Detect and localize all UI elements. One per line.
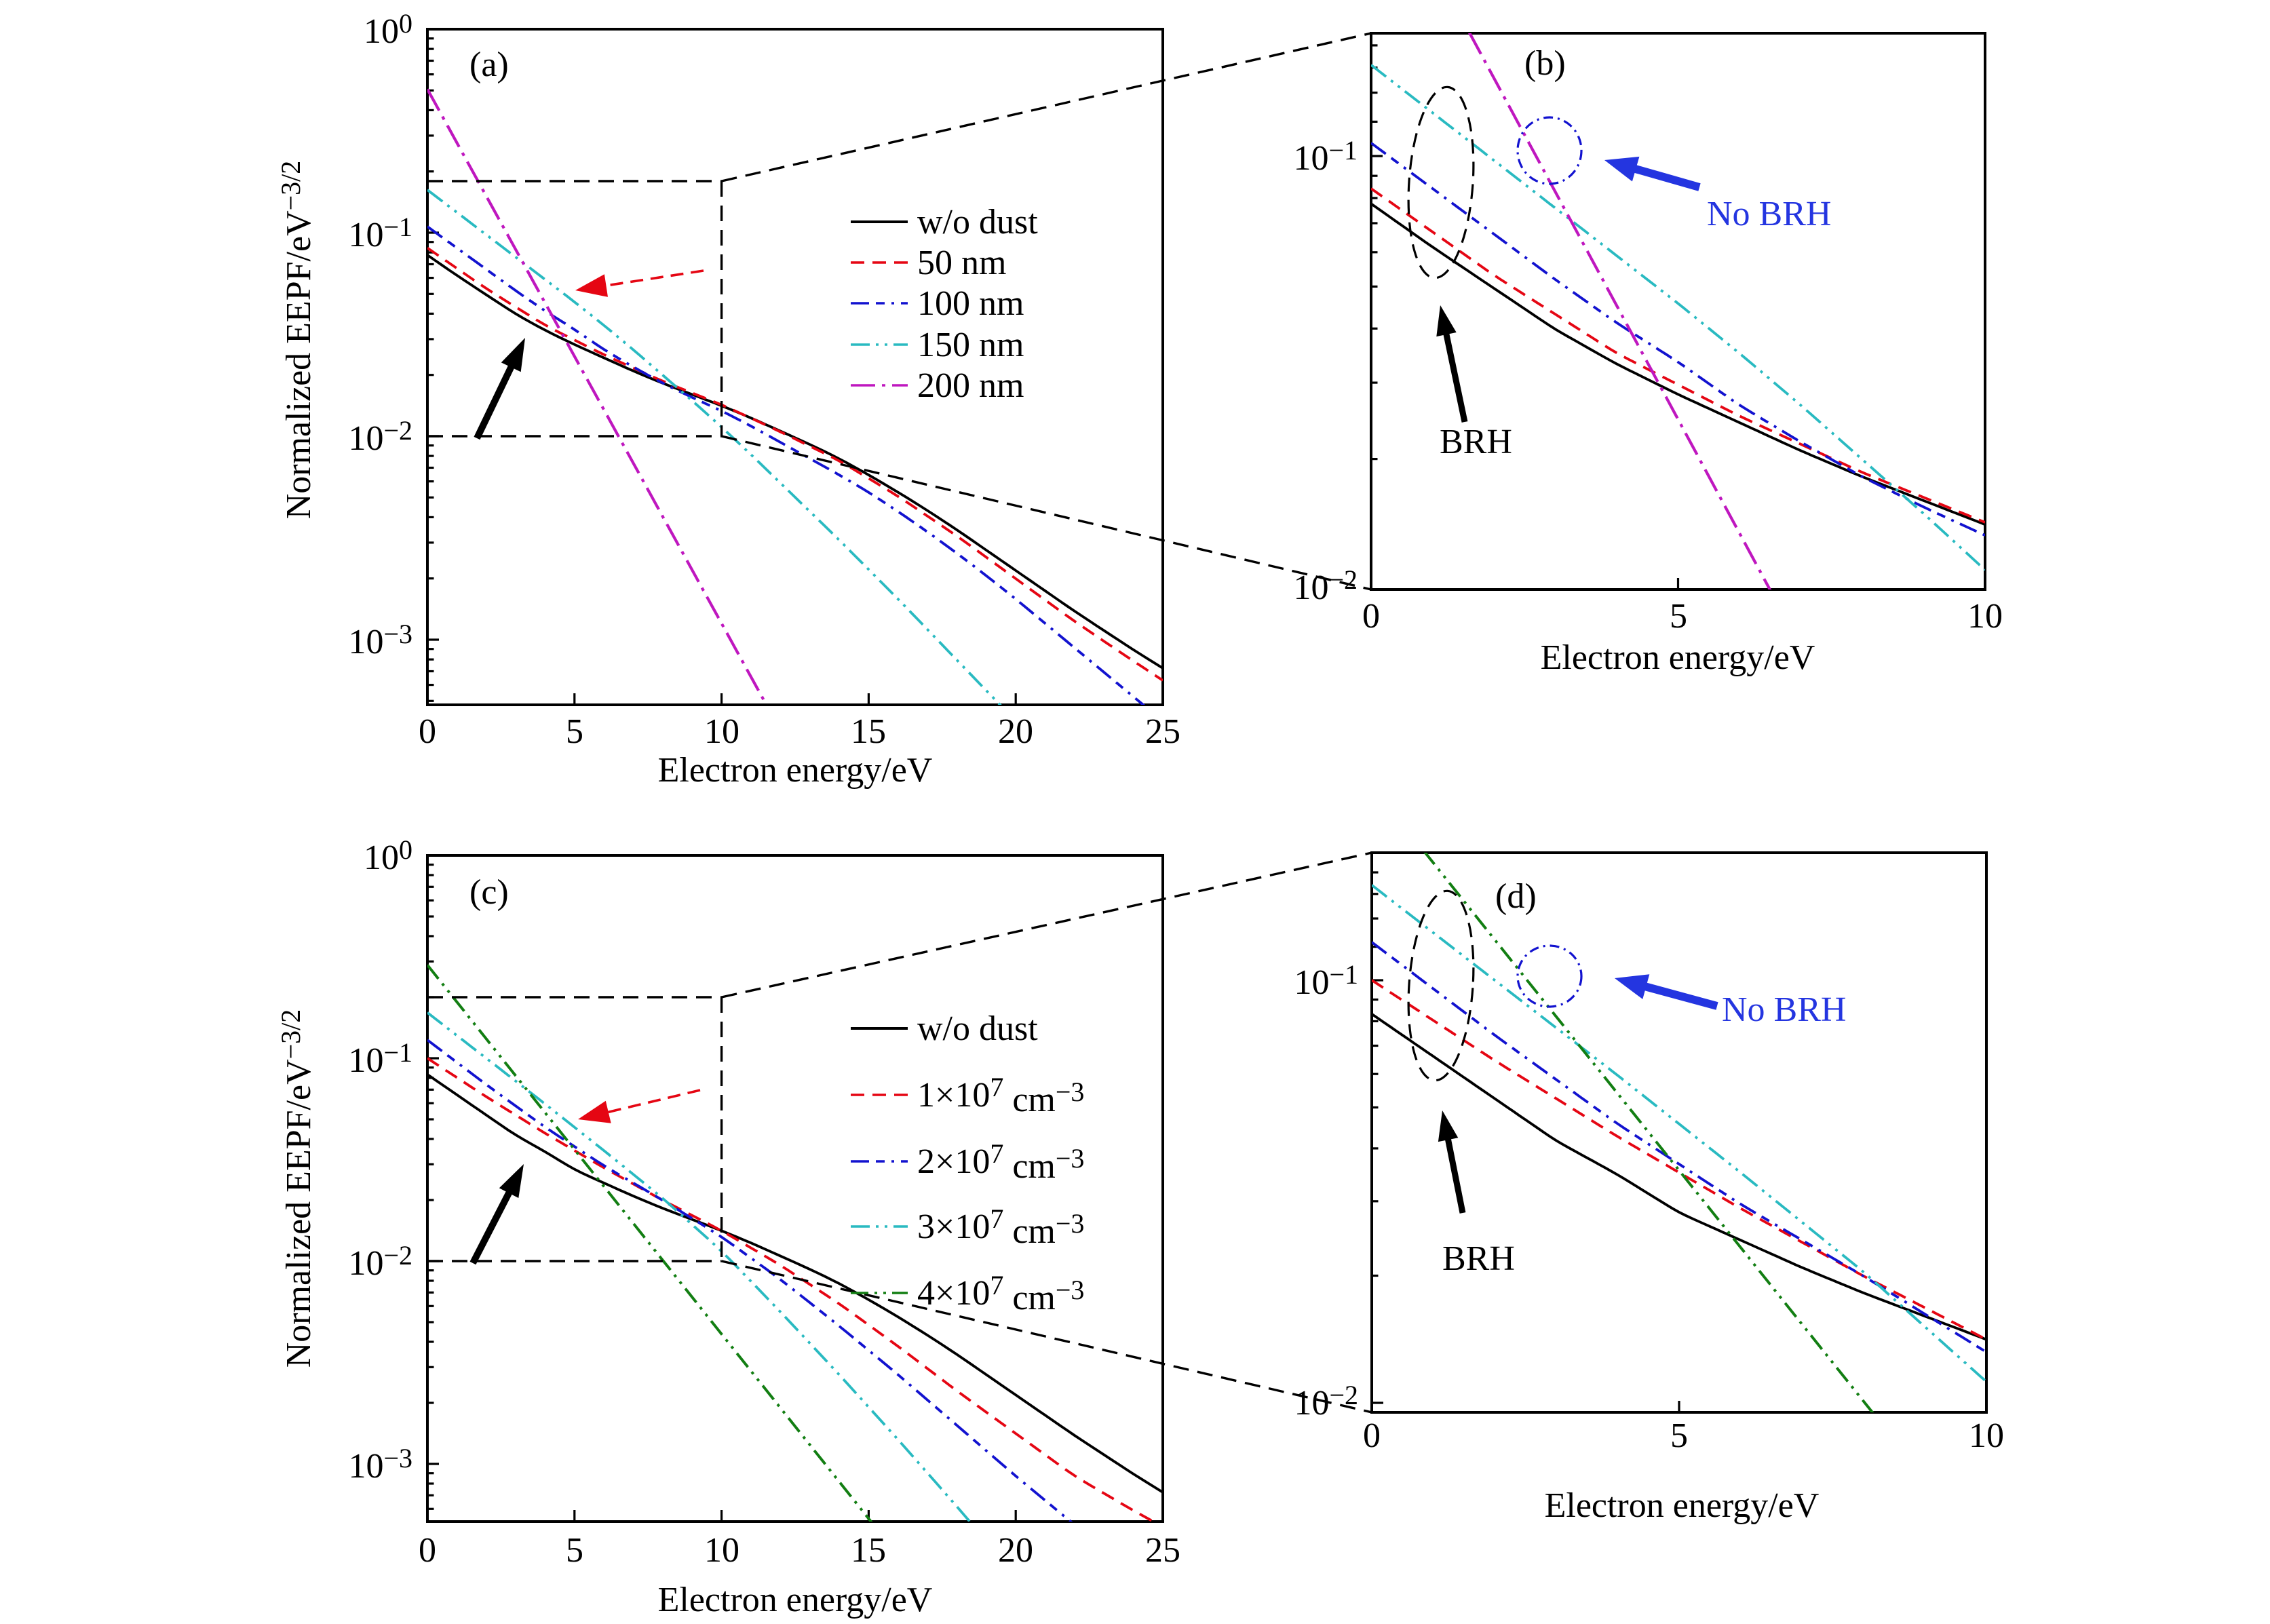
svg-text:No BRH: No BRH [1722, 990, 1846, 1029]
svg-text:Normalized EEPF/eV−3/2: Normalized EEPF/eV−3/2 [275, 161, 318, 520]
svg-text:25: 25 [1145, 1531, 1180, 1570]
svg-text:No BRH: No BRH [1707, 195, 1831, 233]
svg-text:0: 0 [1362, 597, 1380, 636]
svg-text:5: 5 [1670, 1416, 1688, 1455]
svg-text:100: 100 [364, 8, 412, 51]
svg-text:10−3: 10−3 [348, 619, 412, 661]
svg-text:BRH: BRH [1442, 1239, 1515, 1278]
svg-text:BRH: BRH [1440, 423, 1512, 461]
svg-text:100 nm: 100 nm [917, 284, 1024, 323]
svg-text:(d): (d) [1495, 877, 1537, 916]
svg-text:(c): (c) [469, 873, 509, 912]
svg-text:20: 20 [998, 1531, 1033, 1570]
svg-text:w/o dust: w/o dust [917, 203, 1038, 241]
svg-text:Electron energy/eV: Electron energy/eV [1541, 638, 1815, 677]
svg-text:15: 15 [851, 1531, 886, 1570]
svg-text:Electron energy/eV: Electron energy/eV [658, 1581, 933, 1619]
svg-text:10: 10 [1967, 597, 2003, 636]
svg-text:10−2: 10−2 [1294, 1380, 1358, 1423]
svg-text:(b): (b) [1524, 44, 1566, 83]
svg-text:200 nm: 200 nm [917, 366, 1024, 405]
svg-text:10: 10 [704, 1531, 739, 1570]
svg-text:50 nm: 50 nm [917, 244, 1006, 282]
svg-text:Electron energy/eV: Electron energy/eV [658, 751, 933, 790]
svg-text:0: 0 [419, 1531, 436, 1570]
svg-text:(a): (a) [469, 45, 509, 84]
svg-text:10−2: 10−2 [348, 1240, 412, 1283]
svg-text:5: 5 [1670, 597, 1687, 636]
svg-text:10: 10 [704, 712, 739, 751]
svg-text:w/o dust: w/o dust [917, 1009, 1038, 1048]
svg-text:5: 5 [566, 1531, 583, 1570]
svg-text:10−1: 10−1 [1293, 135, 1358, 178]
svg-text:Electron energy/eV: Electron energy/eV [1545, 1486, 1820, 1525]
svg-text:10: 10 [1969, 1416, 2004, 1455]
svg-text:15: 15 [851, 712, 886, 751]
svg-text:5: 5 [566, 712, 583, 751]
svg-text:Normalized EEPF/eV−3/2: Normalized EEPF/eV−3/2 [275, 1009, 318, 1368]
svg-text:25: 25 [1145, 712, 1180, 751]
svg-text:20: 20 [998, 712, 1033, 751]
svg-text:0: 0 [419, 712, 436, 751]
svg-text:10−1: 10−1 [348, 1037, 412, 1080]
svg-text:10−3: 10−3 [348, 1443, 412, 1486]
svg-text:0: 0 [1363, 1416, 1381, 1455]
svg-text:150 nm: 150 nm [917, 326, 1024, 364]
